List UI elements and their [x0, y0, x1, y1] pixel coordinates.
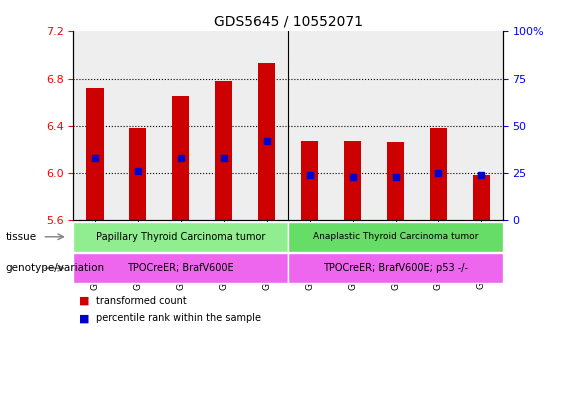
Text: percentile rank within the sample: percentile rank within the sample	[96, 313, 261, 323]
Text: genotype/variation: genotype/variation	[6, 263, 105, 273]
Bar	[344, 141, 361, 220]
Bar	[215, 81, 232, 220]
Text: ■: ■	[79, 313, 90, 323]
Text: ■: ■	[79, 296, 90, 306]
Bar	[172, 96, 189, 220]
Text: Anaplastic Thyroid Carcinoma tumor: Anaplastic Thyroid Carcinoma tumor	[313, 232, 478, 241]
Text: Papillary Thyroid Carcinoma tumor: Papillary Thyroid Carcinoma tumor	[96, 232, 266, 242]
Bar	[258, 63, 275, 220]
Title: GDS5645 / 10552071: GDS5645 / 10552071	[214, 15, 363, 29]
Bar	[86, 88, 103, 220]
Bar	[387, 142, 404, 220]
Bar	[430, 128, 447, 220]
Bar	[129, 128, 146, 220]
Text: tissue: tissue	[6, 232, 37, 242]
Bar	[473, 175, 490, 220]
Text: transformed count: transformed count	[96, 296, 187, 306]
Bar	[301, 141, 318, 220]
Text: TPOCreER; BrafV600E: TPOCreER; BrafV600E	[128, 263, 234, 273]
Text: TPOCreER; BrafV600E; p53 -/-: TPOCreER; BrafV600E; p53 -/-	[323, 263, 468, 273]
